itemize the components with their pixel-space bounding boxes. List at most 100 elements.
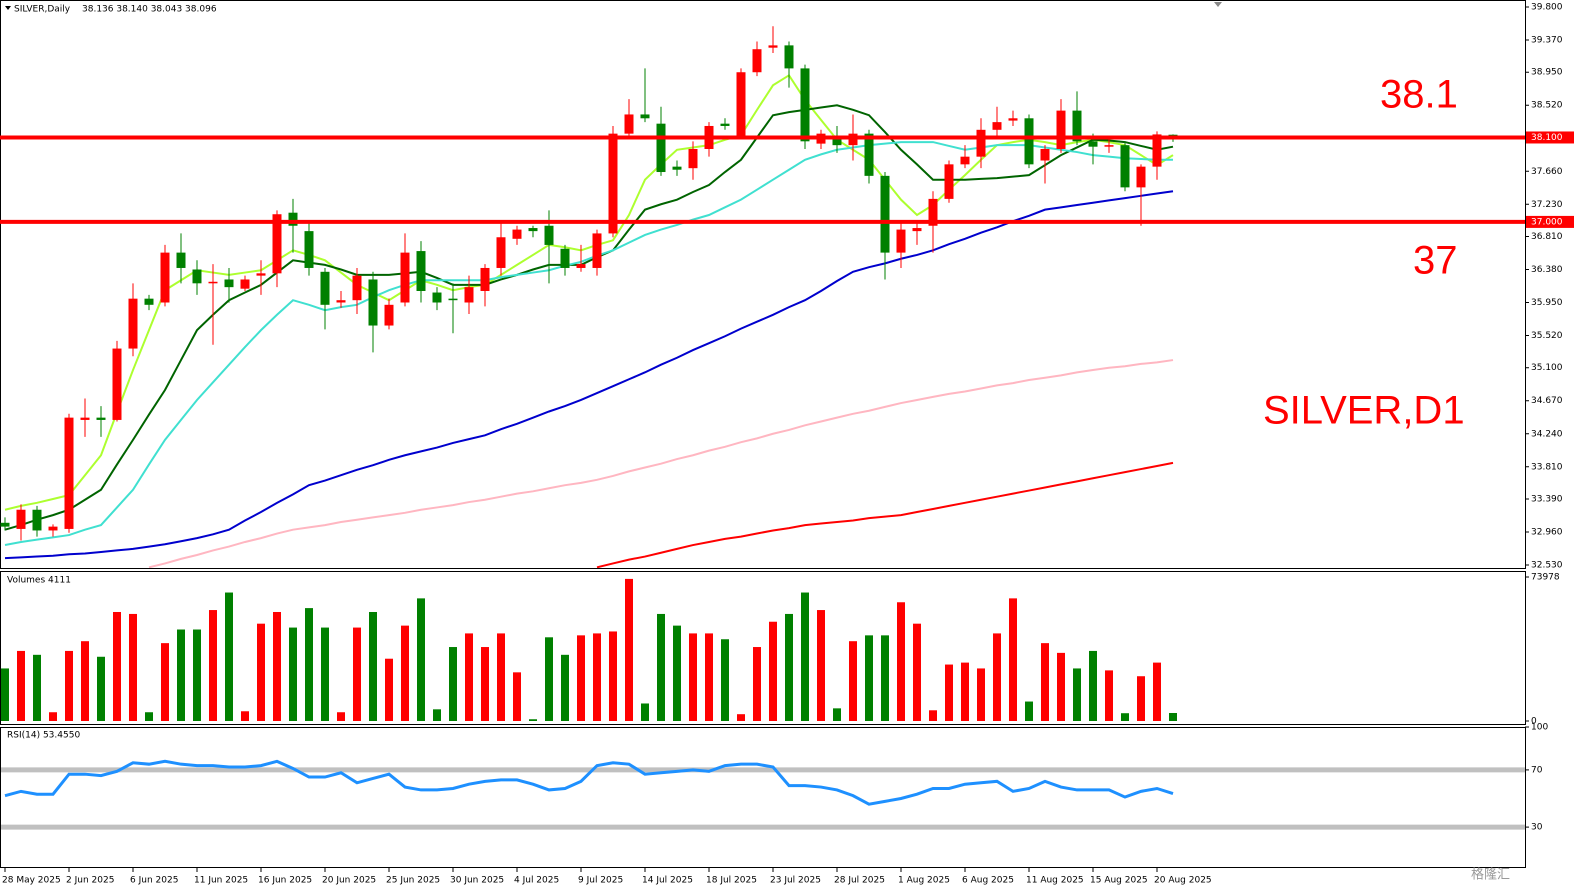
y-tick-label: 35.100 [1531, 363, 1563, 373]
candle-body [304, 231, 314, 268]
y-tick-label: 32.530 [1531, 561, 1563, 571]
candle-body [480, 267, 490, 291]
price-tag-label: 37.000 [1531, 217, 1563, 227]
volume-bar [593, 633, 601, 721]
candle-body [32, 509, 42, 531]
candle-body [416, 251, 426, 291]
x-tick-label: 30 Jun 2025 [450, 876, 504, 886]
volume-bar [49, 712, 57, 721]
y-tick-label: 36.380 [1531, 265, 1563, 275]
candle-body [112, 348, 122, 420]
volume-bar [81, 641, 89, 721]
volume-bar [1137, 676, 1145, 721]
candle-body [1120, 145, 1130, 188]
moving-average [4, 141, 1173, 547]
candle-body [352, 275, 362, 301]
volume-bar [1009, 598, 1017, 721]
price-plot [0, 26, 1178, 568]
candle-body [656, 123, 666, 173]
volume-bar [897, 602, 905, 721]
volume-bar [241, 711, 249, 721]
candle-body [560, 248, 570, 268]
candle-body [224, 279, 234, 288]
price-tag [1526, 215, 1574, 228]
volume-bar [257, 623, 265, 721]
volume-bar [1025, 701, 1033, 721]
y-tick-label: 37.230 [1531, 200, 1563, 210]
candle-body [896, 229, 906, 253]
candle-body [0, 522, 10, 527]
volume-bar [961, 662, 969, 721]
candle-body [608, 133, 618, 234]
volume-bar [529, 719, 537, 721]
y-tick-label: 34.670 [1531, 396, 1563, 406]
volume-bar [113, 611, 121, 721]
volume-bar [689, 633, 697, 721]
candle-body [800, 68, 810, 142]
x-tick-label: 9 Jul 2025 [578, 876, 623, 886]
volume-panel [0, 571, 1526, 725]
candle-body [1136, 166, 1146, 188]
x-tick-label: 28 May 2025 [2, 876, 61, 886]
volume-bar [145, 712, 153, 721]
candle-body [16, 509, 26, 529]
volume-bar [417, 598, 425, 721]
candle-body [272, 214, 282, 274]
volume-bar [609, 631, 617, 721]
volume-bar [401, 625, 409, 721]
candle-body [240, 279, 250, 289]
y-tick-label: 33.810 [1531, 462, 1563, 472]
x-tick-label: 1 Aug 2025 [898, 876, 950, 886]
candle-body [736, 72, 746, 138]
volume-bar [369, 611, 377, 721]
volume-bar [625, 578, 633, 721]
y-tick-label: 33.390 [1531, 494, 1563, 504]
volume-bar [1089, 650, 1097, 721]
moving-average [4, 73, 1174, 511]
y-tick-label: 30 [1531, 823, 1543, 833]
moving-average [4, 104, 1174, 531]
volume-bar [849, 641, 857, 721]
x-tick-label: 4 Jul 2025 [514, 876, 559, 886]
candle-body [720, 123, 730, 126]
volume-bar [129, 613, 137, 721]
volume-bar [273, 611, 281, 721]
volume-bar [209, 610, 217, 721]
volume-bar [721, 639, 729, 721]
y-tick-label: 100 [1531, 723, 1548, 733]
x-tick-label: 20 Aug 2025 [1154, 876, 1212, 886]
volume-bar [657, 613, 665, 721]
annotation: 38.1 [1380, 73, 1458, 117]
volume-bar [737, 714, 745, 721]
candle-body [176, 252, 186, 268]
candle-body [768, 45, 778, 48]
candle-body [880, 175, 890, 253]
candle-body [544, 225, 554, 245]
volume-bar [817, 610, 825, 721]
volume-bar [881, 635, 889, 721]
volume-bar [561, 654, 569, 721]
volume-bar [673, 625, 681, 721]
x-tick-label: 15 Aug 2025 [1090, 876, 1148, 886]
y-tick-label: 34.240 [1531, 429, 1563, 439]
candle-body [752, 49, 762, 73]
watermark: 格隆汇 [1471, 867, 1510, 883]
candle-body [960, 156, 970, 165]
candle-body [80, 417, 90, 420]
y-tick-label: 70 [1531, 765, 1543, 775]
candle-body [1008, 118, 1018, 121]
volume-bar [177, 629, 185, 721]
volume-bar [801, 592, 809, 721]
candle-body [1104, 145, 1114, 147]
volume-bar [833, 708, 841, 721]
volume-bar [993, 633, 1001, 721]
candle-body [944, 164, 954, 199]
y-tick-label: 0 [1531, 717, 1537, 727]
x-tick-label: 14 Jul 2025 [642, 876, 693, 886]
candle-body [1040, 148, 1050, 161]
annotation: 37 [1413, 239, 1458, 283]
y-tick-label: 35.520 [1531, 331, 1563, 341]
volume-bar [465, 633, 473, 721]
price-tag-label: 38.100 [1531, 133, 1563, 143]
candle-body [832, 137, 842, 146]
